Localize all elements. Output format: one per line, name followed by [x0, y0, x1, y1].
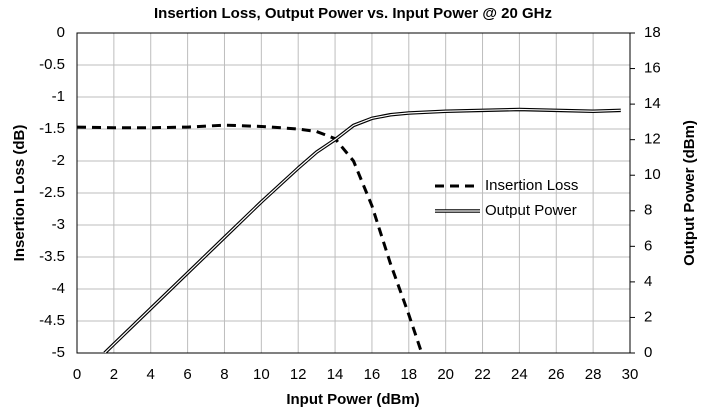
- x-tick-label: 16: [364, 366, 381, 383]
- y2-tick-label: 6: [644, 237, 652, 254]
- legend-label: Insertion Loss: [485, 177, 578, 194]
- y2-tick-label: 2: [644, 308, 652, 325]
- y-tick-label: -4.5: [39, 312, 65, 329]
- y-tick-label: -3.5: [39, 248, 65, 265]
- line: [103, 107, 621, 353]
- x-tick-label: 14: [327, 366, 344, 383]
- y2-tick-label: 14: [644, 95, 661, 112]
- y-tick-label: -1: [52, 88, 65, 105]
- y-tick-label: -2.5: [39, 184, 65, 201]
- line-core: [104, 108, 621, 353]
- x-tick-label: 22: [474, 366, 491, 383]
- plot-border: [76, 32, 631, 354]
- y-axis-label: Insertion Loss (dB): [11, 125, 28, 262]
- y2-axis-label: Output Power (dBm): [681, 120, 698, 266]
- x-tick-label: 26: [548, 366, 565, 383]
- y-tick-label: -2: [52, 152, 65, 169]
- x-tick-label: 2: [110, 366, 118, 383]
- x-tick-label: 28: [585, 366, 602, 383]
- x-tick-label: 12: [290, 366, 307, 383]
- y2-tick-label: 8: [644, 202, 652, 219]
- y-tick-label: 0: [57, 24, 65, 41]
- y2-tick-label: 16: [644, 60, 661, 77]
- x-tick-label: 30: [622, 366, 639, 383]
- y2-tick-label: 18: [644, 24, 661, 41]
- x-tick-label: 6: [183, 366, 191, 383]
- chart-title: Insertion Loss, Output Power vs. Input P…: [154, 5, 552, 22]
- x-tick-label: 10: [253, 366, 270, 383]
- y-tick-label: -4: [52, 280, 65, 297]
- line: [77, 123, 424, 353]
- x-tick-label: 8: [220, 366, 228, 383]
- y-tick-label: -3: [52, 216, 65, 233]
- y-tick-label: -0.5: [39, 56, 65, 73]
- x-tick-label: 18: [400, 366, 417, 383]
- x-tick-label: 20: [437, 366, 454, 383]
- legend-label: Output Power: [485, 202, 577, 219]
- x-tick-label: 0: [73, 366, 81, 383]
- y2-tick-label: 0: [644, 344, 652, 361]
- y2-tick-label: 12: [644, 131, 661, 148]
- x-tick-label: 4: [147, 366, 155, 383]
- x-tick-label: 24: [511, 366, 528, 383]
- x-axis-label: Input Power (dBm): [286, 391, 419, 408]
- y-tick-label: -1.5: [39, 120, 65, 137]
- y2-tick-label: 4: [644, 273, 652, 290]
- y2-tick-label: 10: [644, 166, 661, 183]
- y-tick-label: -5: [52, 344, 65, 361]
